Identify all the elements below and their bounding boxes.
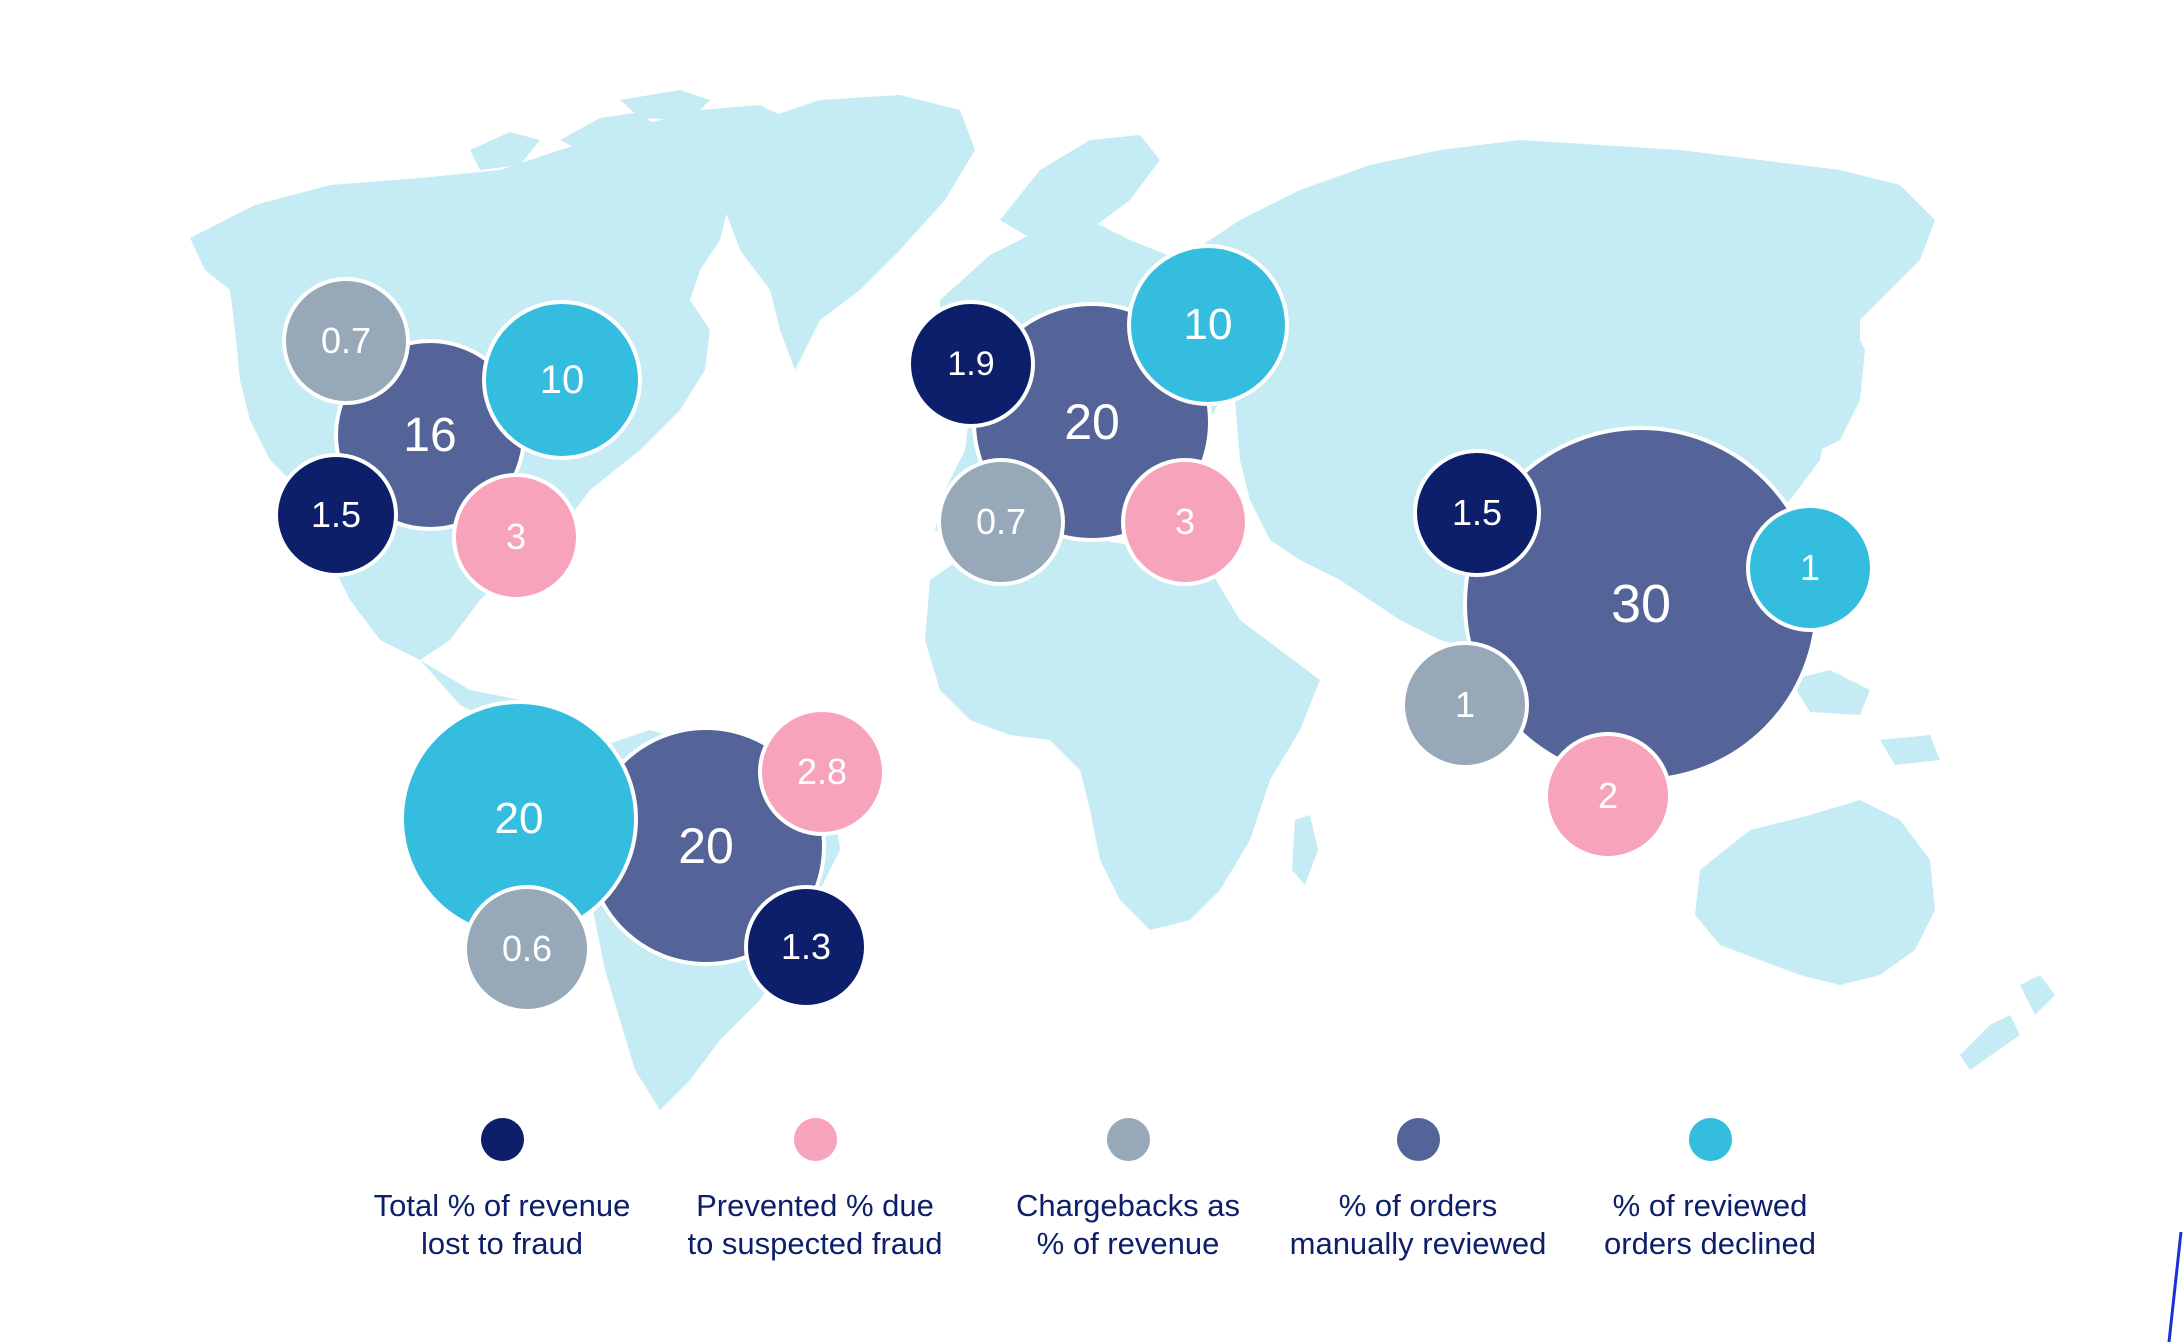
bubble-europe-prevented: 3: [1121, 458, 1249, 586]
bubble-latin-america-prevented: 2.8: [758, 708, 886, 836]
legend-label-reviewed: % of orders manually reviewed: [1289, 1188, 1547, 1261]
greenland-land: [720, 95, 975, 370]
legend-item-reviewed: % of orders manually reviewed: [1268, 1118, 1568, 1263]
legend-label-declined: % of reviewed orders declined: [1604, 1188, 1816, 1261]
bubble-north-america-prevented: 3: [452, 473, 580, 601]
bubble-north-america-chargebacks: 0.7: [282, 277, 410, 405]
bubble-north-america-declined: 10: [482, 300, 642, 460]
legend-label-revenue-lost: Total % of revenue lost to fraud: [373, 1188, 631, 1261]
scandinavia-land: [940, 135, 1160, 365]
new-zealand-land: [1960, 975, 2055, 1070]
bubble-asia-pacific-revenue-lost: 1.5: [1413, 449, 1541, 577]
legend-dot-revenue-lost: [480, 1118, 524, 1161]
australia-land: [1695, 800, 1935, 985]
bubble-asia-pacific-declined: 1: [1746, 504, 1874, 632]
bubble-latin-america-revenue-lost: 1.3: [744, 885, 868, 1009]
japan-land: [1815, 320, 1865, 450]
bubble-north-america-revenue-lost: 1.5: [274, 453, 398, 577]
legend-dot-declined: [1688, 1118, 1732, 1161]
legend-dot-chargebacks: [1106, 1118, 1150, 1161]
bubble-asia-pacific-prevented: 2: [1544, 732, 1672, 860]
arctic-islands-land: [470, 90, 710, 170]
bubble-europe-declined: 10: [1127, 244, 1289, 406]
legend-item-declined: % of reviewed orders declined: [1560, 1118, 1860, 1263]
legend-item-prevented: Prevented % due to suspected fraud: [665, 1118, 965, 1263]
legend-label-prevented: Prevented % due to suspected fraud: [687, 1188, 943, 1261]
southeast-asia-islands-land: [1600, 670, 1940, 765]
bubble-latin-america-declined: 20: [400, 700, 638, 938]
bubble-asia-pacific-chargebacks: 1: [1401, 641, 1529, 769]
legend-item-revenue-lost: Total % of revenue lost to fraud: [352, 1118, 652, 1263]
bubble-latin-america-chargebacks: 0.6: [463, 885, 591, 1013]
corner-line-decoration: [2167, 1232, 2183, 1342]
legend-dot-reviewed: [1396, 1118, 1440, 1161]
legend-item-chargebacks: Chargebacks as % of revenue: [978, 1118, 1278, 1263]
bubble-europe-revenue-lost: 1.9: [907, 300, 1035, 428]
africa-land: [925, 530, 1320, 930]
bubble-europe-chargebacks: 0.7: [937, 458, 1065, 586]
legend-dot-prevented: [793, 1118, 837, 1161]
madagascar-land: [1292, 815, 1318, 885]
legend-label-chargebacks: Chargebacks as % of revenue: [1015, 1188, 1240, 1261]
